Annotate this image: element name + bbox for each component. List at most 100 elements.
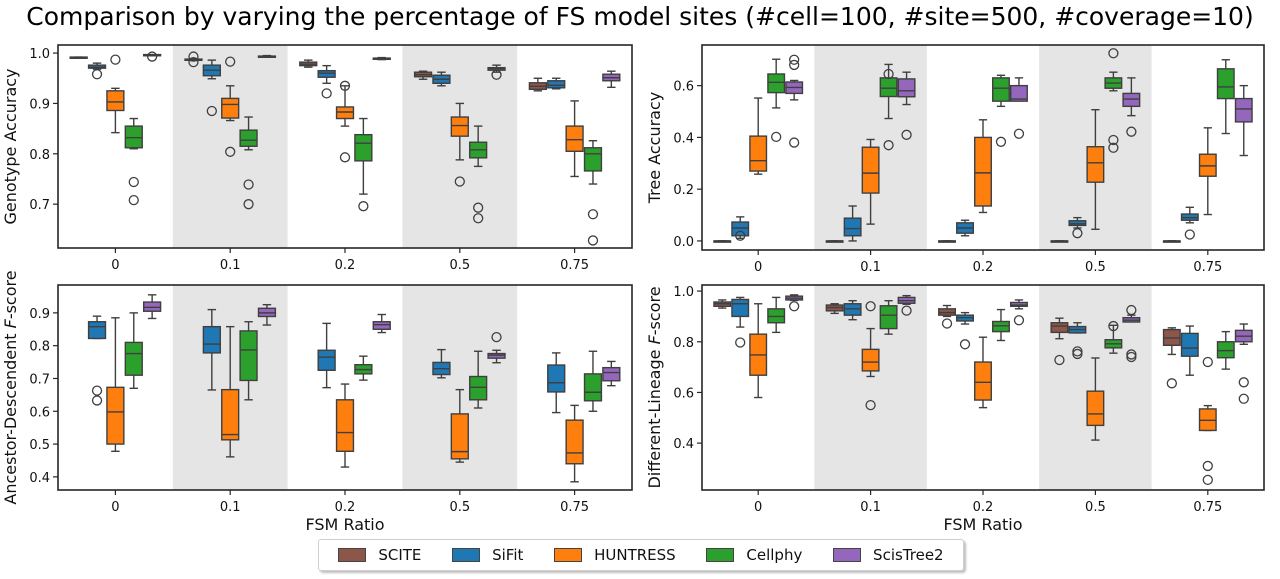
y-tick-label: 0.2 [673,183,694,198]
box-iqr [731,298,750,318]
x-tick-label: 0.75 [1193,260,1222,275]
legend-item-scite: SCITE [338,546,421,564]
x-tick-label: 0.75 [1193,500,1222,515]
box-iqr [124,341,143,376]
y-tick-label: 0.7 [29,372,50,387]
outlier-point [1202,474,1213,486]
box-iqr [450,413,469,460]
outlier-point [901,129,912,140]
box-scite-0.5 [1050,240,1069,243]
box-scite-0 [713,299,732,309]
x-tick-label: 0.5 [1085,500,1106,515]
box-huntress-0.2 [335,80,355,163]
x-tick-label: 0.1 [220,500,241,515]
x-tick-label: 0.75 [560,500,589,515]
x-tick-label: 0.75 [560,258,589,273]
legend-swatch-scistree2 [833,548,862,562]
box-scistree2-0.75 [1234,84,1253,157]
box-scite-0.75 [528,77,548,92]
box-iqr [202,325,221,354]
outlier-point [735,337,746,348]
box-scite-0 [713,240,732,243]
box-scistree2-0.75 [602,360,621,387]
box-huntress-0.1 [221,56,240,157]
box-cellphy-0.2 [354,355,373,381]
box-scite-0.2 [938,240,957,243]
box-iqr [1180,332,1199,357]
outlier-point [225,56,236,67]
y-tick-label: 0.0 [673,235,694,250]
x-tick-label: 0 [111,500,119,515]
box-sifit-0.2 [956,219,974,237]
outlier-point [1108,134,1119,146]
box-iqr [1009,84,1028,102]
y-tick-label: 0.9 [29,97,50,112]
x-axis-label: FSM Ratio [305,515,384,534]
outlier-point [1054,354,1065,366]
box-cellphy-0.75 [1216,59,1235,135]
box-huntress-0.75 [565,404,584,483]
box-iqr [317,349,336,371]
legend-swatch-cellphy [706,548,735,562]
box-scistree2-0.1 [257,303,277,326]
box-sifit-0.5 [432,348,451,379]
x-tick-label: 0.1 [860,260,881,275]
box-cellphy-0 [124,117,143,206]
x-tick-label: 0.1 [860,500,881,515]
outlier-point [1126,349,1137,360]
outlier-point [225,146,236,157]
box-scistree2-0.75 [1234,323,1253,404]
box-scistree2-0.1 [897,71,916,140]
box-iqr [335,106,355,120]
box-scite-0 [69,56,88,59]
outlier-point [735,230,746,241]
legend-swatch-huntress [554,548,583,562]
box-iqr [731,221,750,237]
outlier-point [243,179,254,190]
box-huntress-0.2 [974,119,992,214]
box-cellphy-0 [767,58,786,143]
box-iqr [974,136,992,207]
outlier-point [1072,348,1083,360]
outlier-point [1126,304,1137,316]
box-iqr [992,77,1010,102]
box-huntress-0.1 [221,325,240,458]
outlier-point [789,59,800,71]
box-iqr [221,97,240,119]
box-cellphy-0.75 [1216,330,1235,370]
outlier-point [995,136,1007,147]
outlier-point [91,395,103,406]
box-huntress-0.75 [1198,356,1217,486]
panel-ancestor: 0.4 0.5 0.6 0.7 0.8 0.9 0 0.1 0.2 0.5 0.75 Ancestor… [1,270,633,534]
box-iqr [583,147,603,172]
box-iqr [1068,220,1087,227]
outlier-point [321,88,332,99]
box-huntress-0.5 [450,388,469,463]
box-sifit-0.1 [843,205,862,242]
box-scite-0.2 [299,59,318,68]
box-iqr [317,69,336,78]
box-scistree2-0.2 [1009,77,1028,139]
box-iqr [879,77,898,98]
outlier-point [128,176,139,188]
x-tick-label: 0.2 [973,500,994,515]
box-scistree2-0.75 [602,70,621,89]
outlier-point [883,68,894,80]
box-iqr [124,125,143,149]
box-cellphy-0.1 [879,63,898,151]
y-tick-label: 0.8 [29,148,50,163]
box-scite-0.75 [1162,327,1181,389]
box-huntress-0.2 [974,336,992,409]
box-iqr [565,125,584,152]
box-huntress-0 [106,54,125,134]
box-scistree2-0.2 [372,56,391,61]
box-cellphy-0 [767,296,786,334]
x-tick-label: 0.2 [335,500,356,515]
y-tick-label: 0.6 [673,80,694,95]
legend-label-sifit: SiFit [492,546,524,564]
outlier-point [1013,315,1025,326]
x-tick-label: 0.2 [335,258,356,273]
outlier-point [1108,142,1119,153]
outlier-point [206,105,217,117]
panel-genotype: 0.7 0.8 0.9 1.0 0 0.1 0.2 0.5 0.75 Genotype Accur… [1,44,633,273]
